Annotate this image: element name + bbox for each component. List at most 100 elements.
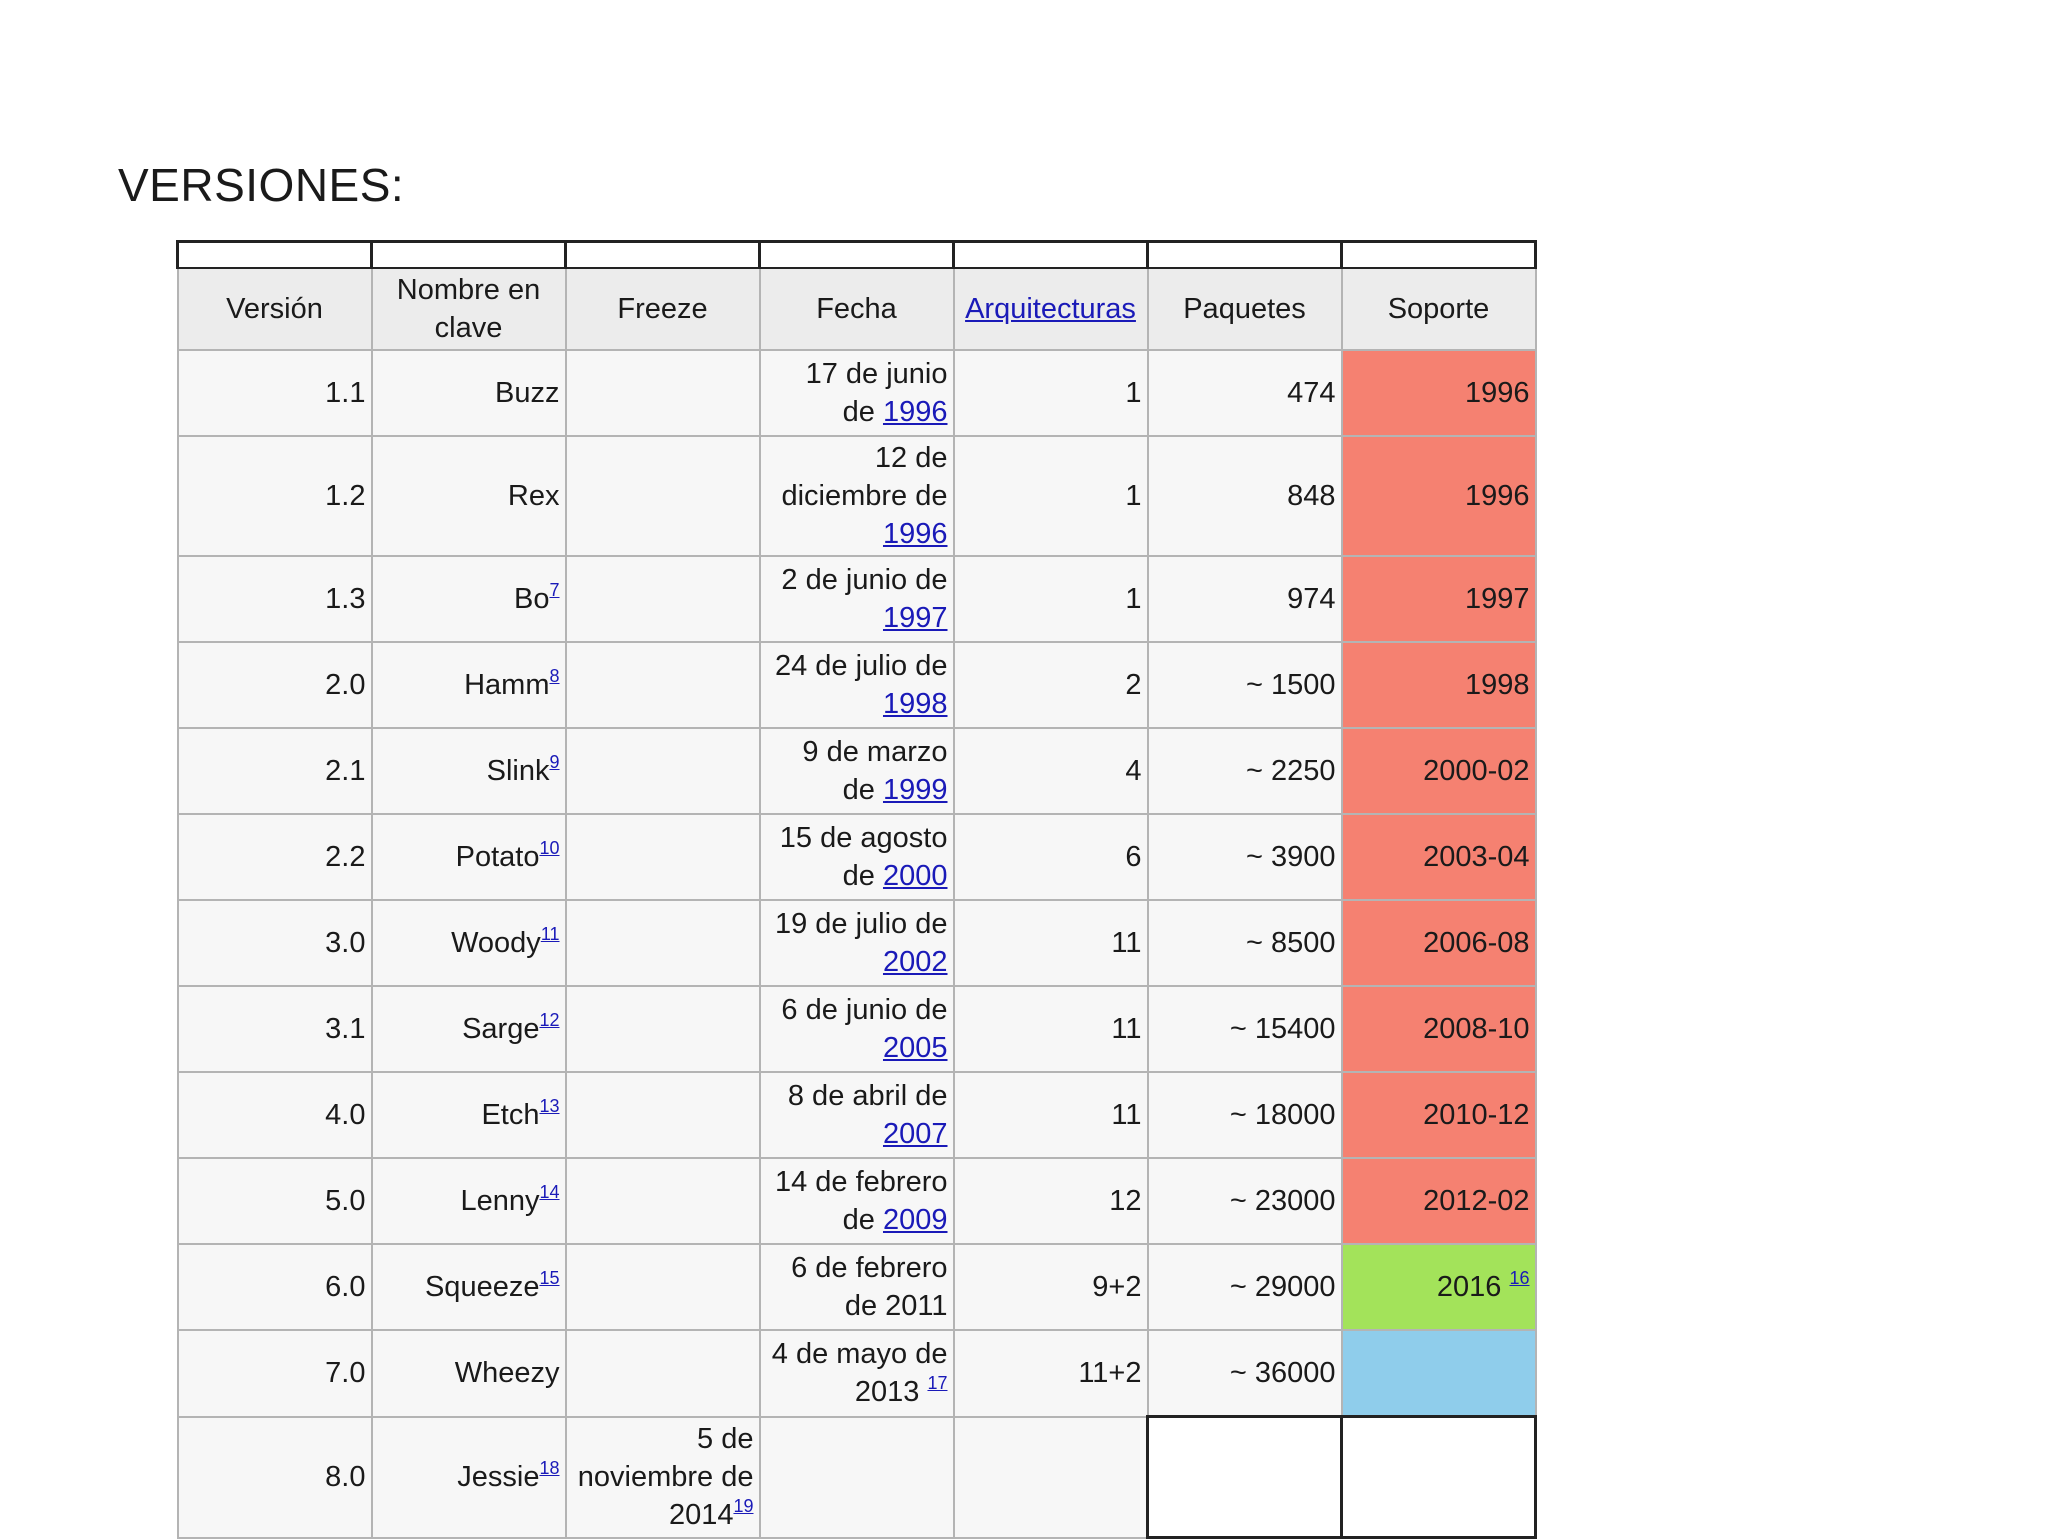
freeze-cell <box>564 641 761 729</box>
support-cell: 2016 16 <box>1340 1243 1537 1331</box>
empty-cell <box>176 240 373 269</box>
header-freeze: Freeze <box>564 267 761 351</box>
packages-cell: ~ 1500 <box>1146 641 1343 729</box>
date-year-link[interactable]: 1998 <box>882 688 948 720</box>
codename-cell: Potato10 <box>370 813 567 901</box>
architectures-cell: 4 <box>952 727 1149 815</box>
version-cell: 3.0 <box>176 899 373 987</box>
support-value: 1996 <box>1464 480 1530 512</box>
date-year-link[interactable]: 2007 <box>882 1118 948 1150</box>
freeze-cell: 5 de noviembre de 201419 <box>564 1415 761 1539</box>
support-value: 2012-02 <box>1423 1185 1530 1217</box>
table-row: 1.1 Buzz 17 de junio de 1996 1 474 1996 <box>176 349 1537 437</box>
freeze-cell <box>564 727 761 815</box>
codename-reference-link[interactable]: 14 <box>539 1182 560 1202</box>
header-architectures: Arquitecturas <box>952 267 1149 351</box>
date-text: 6 de febrero de 2011 <box>791 1252 948 1322</box>
date-text: 15 de agosto de <box>779 822 948 892</box>
architectures-cell: 1 <box>952 555 1149 643</box>
date-cell: 19 de julio de 2002 <box>758 899 955 987</box>
version-cell: 4.0 <box>176 1071 373 1159</box>
architectures-cell: 9+2 <box>952 1243 1149 1331</box>
packages-cell <box>1146 1415 1343 1539</box>
codename-cell: Woody11 <box>370 899 567 987</box>
date-year-link[interactable]: 1997 <box>882 602 948 634</box>
empty-cell <box>758 240 955 269</box>
architectures-cell: 12 <box>952 1157 1149 1245</box>
date-year-link[interactable]: 1996 <box>882 518 948 550</box>
codename-reference-link[interactable]: 11 <box>540 924 560 944</box>
date-year-link[interactable]: 1999 <box>882 774 948 806</box>
freeze-cell <box>564 349 761 437</box>
architectures-value: 11+2 <box>1078 1357 1142 1390</box>
packages-cell: ~ 3900 <box>1146 813 1343 901</box>
codename-cell: Jessie18 <box>370 1415 567 1539</box>
date-text: 6 de junio de <box>781 994 948 1026</box>
table-body: 1.1 Buzz 17 de junio de 1996 1 474 1996 1.2 Rex… <box>176 349 1537 1539</box>
date-year-link[interactable]: 2005 <box>882 1032 948 1064</box>
freeze-reference-link[interactable]: 19 <box>733 1496 754 1516</box>
freeze-cell <box>564 813 761 901</box>
codename-text: Woody <box>451 927 541 959</box>
version-cell: 2.2 <box>176 813 373 901</box>
date-cell: 6 de junio de 2005 <box>758 985 955 1073</box>
table-row: 3.0 Woody11 19 de julio de 2002 11 ~ 8500 200… <box>176 899 1537 987</box>
date-year-link[interactable]: 1996 <box>882 396 948 428</box>
codename-reference-link[interactable]: 9 <box>549 752 560 772</box>
architectures-cell: 2 <box>952 641 1149 729</box>
version-cell: 1.2 <box>176 435 373 557</box>
codename-reference-link[interactable]: 15 <box>539 1268 560 1288</box>
freeze-cell <box>564 1071 761 1159</box>
freeze-cell <box>564 1243 761 1331</box>
empty-cell <box>1340 240 1537 269</box>
architectures-cell: 1 <box>952 435 1149 557</box>
table-header-row: Versión Nombre en clave Freeze Fecha Arq… <box>176 267 1537 351</box>
codename-cell: Rex <box>370 435 567 557</box>
date-year-link[interactable]: 2009 <box>882 1204 948 1236</box>
empty-cell <box>370 240 567 269</box>
header-packages: Paquetes <box>1146 267 1343 351</box>
support-cell <box>1340 1415 1537 1539</box>
codename-reference-link[interactable]: 10 <box>539 838 560 858</box>
support-cell: 2003-04 <box>1340 813 1537 901</box>
version-cell: 8.0 <box>176 1415 373 1539</box>
freeze-cell <box>564 555 761 643</box>
support-cell <box>1340 1329 1537 1418</box>
codename-cell: Slink9 <box>370 727 567 815</box>
support-value: 1998 <box>1464 669 1530 701</box>
date-year-link[interactable]: 2000 <box>882 860 948 892</box>
header-date: Fecha <box>758 267 955 351</box>
header-version: Versión <box>176 267 373 351</box>
architectures-link[interactable]: Arquitecturas <box>965 293 1136 325</box>
table-row: 4.0 Etch13 8 de abril de 2007 11 ~ 18000 2010… <box>176 1071 1537 1159</box>
packages-cell: ~ 18000 <box>1146 1071 1343 1159</box>
date-reference-link[interactable]: 17 <box>927 1373 948 1394</box>
architectures-value: 11 <box>1111 927 1142 959</box>
architectures-cell: 11 <box>952 985 1149 1073</box>
support-value: 2010-12 <box>1423 1099 1530 1131</box>
date-cell: 4 de mayo de 2013 17 <box>758 1329 955 1418</box>
date-cell: 15 de agosto de 2000 <box>758 813 955 901</box>
codename-reference-link[interactable]: 13 <box>539 1096 560 1116</box>
date-cell <box>758 1415 955 1539</box>
packages-cell: ~ 8500 <box>1146 899 1343 987</box>
version-cell: 3.1 <box>176 985 373 1073</box>
codename-reference-link[interactable]: 8 <box>549 666 560 686</box>
codename-text: Bo <box>514 583 550 615</box>
codename-reference-link[interactable]: 7 <box>549 580 560 600</box>
packages-cell: ~ 15400 <box>1146 985 1343 1073</box>
codename-reference-link[interactable]: 18 <box>539 1458 560 1478</box>
architectures-value: 4 <box>1125 755 1142 787</box>
architectures-cell: 11+2 <box>952 1329 1149 1418</box>
empty-cell <box>1146 240 1343 269</box>
empty-cell <box>564 240 761 269</box>
date-text: 2 de junio de <box>781 564 948 596</box>
support-reference-link[interactable]: 16 <box>1509 1268 1530 1288</box>
date-year-link[interactable]: 2002 <box>882 946 948 978</box>
table-row: 2.1 Slink9 9 de marzo de 1999 4 ~ 2250 2000-0… <box>176 727 1537 815</box>
architectures-value: 9+2 <box>1092 1271 1142 1303</box>
version-cell: 5.0 <box>176 1157 373 1245</box>
codename-reference-link[interactable]: 12 <box>539 1010 560 1030</box>
freeze-cell <box>564 1329 761 1418</box>
architectures-value: 11 <box>1111 1013 1142 1045</box>
